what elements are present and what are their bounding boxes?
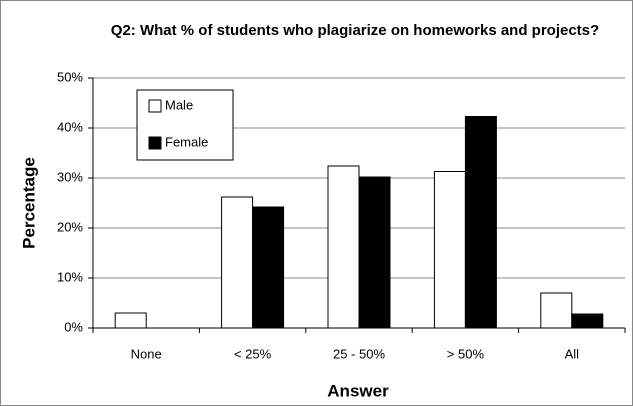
y-tick-label: 40% <box>57 119 83 134</box>
bar <box>327 165 360 329</box>
bar <box>464 116 497 329</box>
chart-title: Q2: What % of students who plagiarize on… <box>110 22 600 39</box>
x-tick-label: > 50% <box>447 346 485 361</box>
x-tick-label: < 25% <box>234 346 272 361</box>
legend-swatch <box>148 136 162 150</box>
y-axis-label: Percentage <box>19 157 38 249</box>
x-tick-label: All <box>565 346 580 361</box>
y-tick-label: 30% <box>57 169 83 184</box>
bar <box>540 292 573 329</box>
y-tick-label: 50% <box>57 69 83 84</box>
x-tick-label: None <box>131 346 162 361</box>
x-axis-label: Answer <box>327 381 389 400</box>
x-tick-label: 25 - 50% <box>333 346 385 361</box>
legend-label: Male <box>165 97 193 112</box>
bar <box>252 206 285 329</box>
bar <box>114 312 147 329</box>
bar <box>221 196 254 329</box>
legend-label: Female <box>165 134 208 149</box>
bar <box>571 313 604 329</box>
y-tick-label: 0% <box>64 319 83 334</box>
legend-swatch <box>148 99 162 113</box>
bar <box>433 171 466 329</box>
bar <box>358 176 391 329</box>
y-tick-label: 10% <box>57 269 83 284</box>
y-tick-label: 20% <box>57 219 83 234</box>
